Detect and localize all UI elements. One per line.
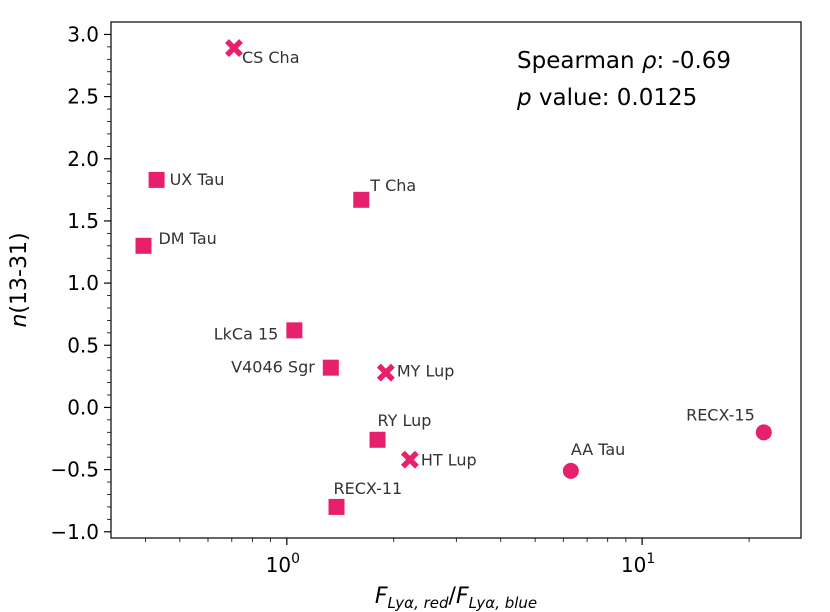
point-t-cha	[353, 191, 370, 208]
y-tick-label: 1.5	[67, 209, 99, 233]
y-tick-label: −0.5	[50, 458, 99, 482]
label-v4046-sgr: V4046 Sgr	[231, 358, 315, 377]
y-tick-label: −1.0	[50, 520, 99, 544]
y-tick-label: 3.0	[67, 22, 99, 46]
y-tick-label: 2.0	[67, 147, 99, 171]
x-axis-title: FLyα, red/FLyα, blue	[375, 584, 537, 612]
point-dm-tau	[135, 237, 152, 254]
point-lkca-15	[286, 322, 303, 339]
label-aa-tau: AA Tau	[571, 440, 626, 459]
label-lkca-15: LkCa 15	[214, 324, 279, 343]
label-my-lup: MY Lup	[397, 362, 455, 381]
label-recx-15: RECX-15	[686, 405, 755, 424]
point-ht-lup	[400, 450, 419, 469]
y-tick-label: 2.5	[67, 85, 99, 109]
x-tick-label: 101	[621, 551, 655, 577]
point-recx-11	[328, 498, 345, 515]
y-tick-label: 1.0	[67, 271, 99, 295]
x-axis: 100 101	[145, 538, 750, 577]
label-dm-tau: DM Tau	[158, 229, 216, 248]
p-value-annotation: p value: 0.0125	[516, 85, 697, 111]
y-tick-label: 0.0	[67, 395, 99, 419]
x-tick-label: 100	[266, 551, 300, 577]
point-ry-lup	[369, 431, 386, 448]
y-axis: −1.0 −0.5 0.0 0.5 1.0 1.5 2.0 2.5 3.0	[50, 22, 111, 544]
point-cs-cha	[225, 39, 243, 58]
point-v4046-sgr	[322, 359, 339, 376]
point-recx-15	[755, 424, 772, 441]
data-points	[135, 39, 772, 515]
label-ux-tau: UX Tau	[170, 170, 225, 189]
label-ry-lup: RY Lup	[378, 411, 432, 430]
y-axis-title: n(13-31)	[7, 232, 32, 327]
label-cs-cha: CS Cha	[242, 48, 300, 67]
spearman-annotation: Spearman ρ: -0.69	[517, 48, 731, 74]
label-recx-11: RECX-11	[334, 479, 403, 498]
point-my-lup	[376, 363, 395, 382]
point-labels: CS Cha UX Tau T Cha DM Tau LkCa 15 V4046 Sgr M…	[158, 48, 754, 498]
point-ux-tau	[148, 171, 165, 188]
label-t-cha: T Cha	[369, 176, 416, 195]
y-tick-label: 0.5	[67, 333, 99, 357]
label-ht-lup: HT Lup	[421, 451, 477, 470]
point-aa-tau	[562, 462, 579, 479]
